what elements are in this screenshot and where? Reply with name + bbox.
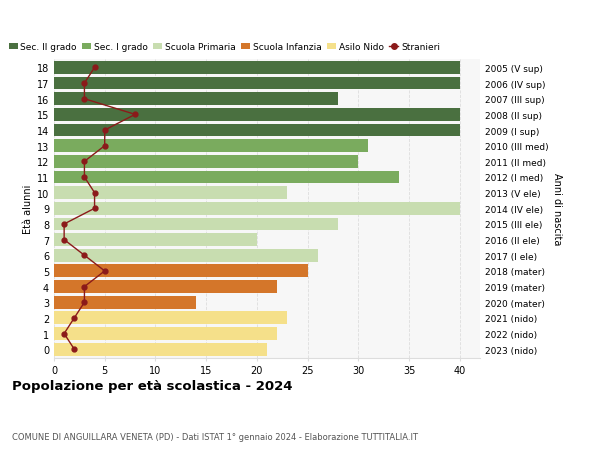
Bar — [54, 62, 460, 75]
Text: COMUNE DI ANGUILLARA VENETA (PD) - Dati ISTAT 1° gennaio 2024 - Elaborazione TUT: COMUNE DI ANGUILLARA VENETA (PD) - Dati … — [12, 431, 418, 441]
Bar — [54, 249, 318, 262]
Bar — [54, 171, 399, 184]
Bar — [54, 296, 196, 309]
Bar — [54, 280, 277, 293]
Bar — [54, 78, 460, 90]
Legend: Sec. II grado, Sec. I grado, Scuola Primaria, Scuola Infanzia, Asilo Nido, Stran: Sec. II grado, Sec. I grado, Scuola Prim… — [9, 43, 440, 52]
Text: Popolazione per età scolastica - 2024: Popolazione per età scolastica - 2024 — [12, 380, 293, 392]
Bar — [54, 265, 308, 278]
Bar — [54, 187, 287, 200]
Bar — [54, 93, 338, 106]
Bar — [54, 124, 460, 137]
Bar — [54, 109, 460, 122]
Bar — [54, 156, 358, 168]
Bar — [54, 140, 368, 153]
Bar — [54, 218, 338, 231]
Bar — [54, 312, 287, 325]
Bar — [54, 234, 257, 246]
Bar — [54, 327, 277, 340]
Y-axis label: Anni di nascita: Anni di nascita — [553, 173, 562, 245]
Bar — [54, 343, 267, 356]
Y-axis label: Età alunni: Età alunni — [23, 184, 32, 234]
Bar — [54, 202, 460, 215]
